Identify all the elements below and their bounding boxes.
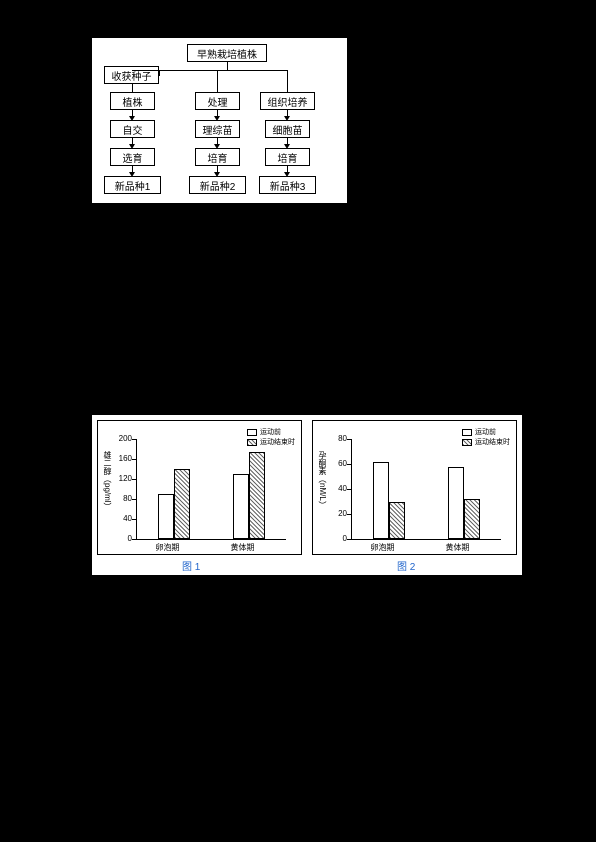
fc-c3-4-label: 新品种3 bbox=[270, 178, 306, 193]
fc-c1-2-label: 自交 bbox=[123, 122, 143, 137]
chart2-yticklabel: 40 bbox=[329, 484, 347, 493]
chart2-legend-label-0: 运动前 bbox=[475, 429, 496, 436]
chart2-legend-item-1: 运动结束时 bbox=[462, 437, 510, 447]
fc-c2-3: 培育 bbox=[195, 148, 240, 166]
chart1-yticklabel: 120 bbox=[114, 474, 132, 483]
chart2-ytick bbox=[347, 539, 351, 540]
fc-c3-4: 新品种3 bbox=[259, 176, 316, 194]
chart2-ytick bbox=[347, 439, 351, 440]
fc-c3-1: 组织培养 bbox=[260, 92, 315, 110]
chart2-xcategory: 黄体期 bbox=[446, 542, 470, 553]
chart2-bar bbox=[373, 462, 389, 540]
fc-c2-1-label: 处理 bbox=[208, 94, 228, 109]
fc-c1-2: 自交 bbox=[110, 120, 155, 138]
fc-line bbox=[217, 70, 218, 92]
fc-left-seed: 收获种子 bbox=[104, 66, 159, 84]
fc-root-label: 早熟栽培植株 bbox=[197, 46, 257, 61]
chart1-xaxis bbox=[136, 539, 286, 540]
chart2-yticklabel: 60 bbox=[329, 459, 347, 468]
chart1-legend-item-0: 运动前 bbox=[247, 427, 295, 437]
fc-c3-3: 培育 bbox=[265, 148, 310, 166]
chart2-xcategory: 卵泡期 bbox=[371, 542, 395, 553]
chart1-bar bbox=[249, 452, 265, 540]
chart1-bar bbox=[233, 474, 249, 539]
chart1-yticklabel: 0 bbox=[114, 534, 132, 543]
chart2-legend: 运动前 运动结束时 bbox=[462, 427, 510, 447]
fc-c2-3-label: 培育 bbox=[208, 150, 228, 165]
chart2-ytick bbox=[347, 464, 351, 465]
fc-c2-1: 处理 bbox=[195, 92, 240, 110]
chart2-ytick bbox=[347, 514, 351, 515]
fc-c3-2: 细胞苗 bbox=[265, 120, 310, 138]
chart1-xcategory: 卵泡期 bbox=[156, 542, 180, 553]
chart1-yticklabel: 160 bbox=[114, 454, 132, 463]
fc-c3-2-label: 细胞苗 bbox=[273, 122, 303, 137]
chart1-ytick bbox=[132, 519, 136, 520]
chart1-legend-item-1: 运动结束时 bbox=[247, 437, 295, 447]
chart1-yticklabel: 80 bbox=[114, 494, 132, 503]
fc-c1-3: 选育 bbox=[110, 148, 155, 166]
chart1-legend-swatch-1 bbox=[247, 439, 257, 446]
fc-line bbox=[159, 70, 187, 71]
chart2-yticklabel: 0 bbox=[329, 534, 347, 543]
fc-c1-4: 新品种1 bbox=[104, 176, 161, 194]
chart2-bar bbox=[464, 499, 480, 539]
chart2-yticklabel: 20 bbox=[329, 509, 347, 518]
chart1-yaxis bbox=[136, 439, 137, 539]
chart1-legend-label-0: 运动前 bbox=[260, 429, 281, 436]
chart1-legend-swatch-0 bbox=[247, 429, 257, 436]
chart2-legend-item-0: 运动前 bbox=[462, 427, 510, 437]
chart1-bar bbox=[158, 494, 174, 539]
fc-c2-2: 理综苗 bbox=[195, 120, 240, 138]
chart1-ytick bbox=[132, 499, 136, 500]
fc-c2-4-label: 新品种2 bbox=[200, 178, 236, 193]
fc-line bbox=[132, 84, 133, 92]
chart2-ytick bbox=[347, 489, 351, 490]
fc-c1-1: 植株 bbox=[110, 92, 155, 110]
chart1-bar bbox=[174, 469, 190, 539]
chart1-xcategory: 黄体期 bbox=[231, 542, 255, 553]
fc-c1-1-label: 植株 bbox=[123, 94, 143, 109]
chart1-legend-label-1: 运动结束时 bbox=[260, 439, 295, 446]
fc-c1-4-label: 新品种1 bbox=[115, 178, 151, 193]
chart1-ytick bbox=[132, 539, 136, 540]
fc-c2-2-label: 理综苗 bbox=[203, 122, 233, 137]
chart2-ylabel: 孕酮素（nM/L） bbox=[317, 451, 328, 509]
fc-c3-3-label: 培育 bbox=[278, 150, 298, 165]
chart2: 孕酮素（nM/L） 运动前 运动结束时 0 20 40 60 80 卵泡期 黄体期 bbox=[312, 420, 517, 555]
fc-c1-3-label: 选育 bbox=[123, 150, 143, 165]
chart2-bar bbox=[448, 467, 464, 540]
fc-c2-4: 新品种2 bbox=[189, 176, 246, 194]
chart2-legend-swatch-0 bbox=[462, 429, 472, 436]
fc-c3-1-label: 组织培养 bbox=[268, 94, 308, 109]
chart2-xaxis bbox=[351, 539, 501, 540]
fc-root: 早熟栽培植株 bbox=[187, 44, 267, 62]
chart2-legend-swatch-1 bbox=[462, 439, 472, 446]
chart1: 雄二醇（pg/ml） 运动前 运动结束时 0 40 80 120 160 200 卵泡期 黄体… bbox=[97, 420, 302, 555]
chart1-yticklabel: 200 bbox=[114, 434, 132, 443]
fc-line bbox=[287, 70, 288, 92]
chart1-title: 图 1 bbox=[182, 558, 200, 573]
chart2-bar bbox=[389, 502, 405, 540]
chart1-ytick bbox=[132, 479, 136, 480]
chart2-legend-label-1: 运动结束时 bbox=[475, 439, 510, 446]
chart2-title: 图 2 bbox=[397, 558, 415, 573]
chart1-ytick bbox=[132, 459, 136, 460]
charts-panel: 雄二醇（pg/ml） 运动前 运动结束时 04080120160200卵泡期黄体… bbox=[92, 415, 522, 575]
chart2-yaxis bbox=[351, 439, 352, 539]
fc-line bbox=[132, 70, 287, 71]
fc-line bbox=[227, 62, 228, 70]
chart1-ylabel: 雄二醇（pg/ml） bbox=[102, 451, 113, 511]
chart1-yticklabel: 40 bbox=[114, 514, 132, 523]
chart1-legend: 运动前 运动结束时 bbox=[247, 427, 295, 447]
chart2-yticklabel: 80 bbox=[329, 434, 347, 443]
flowchart-panel: 早熟栽培植株 收获种子 植株 自交 选育 新品种1 处理 理综苗 培育 新品种2… bbox=[92, 38, 347, 203]
chart1-ytick bbox=[132, 439, 136, 440]
